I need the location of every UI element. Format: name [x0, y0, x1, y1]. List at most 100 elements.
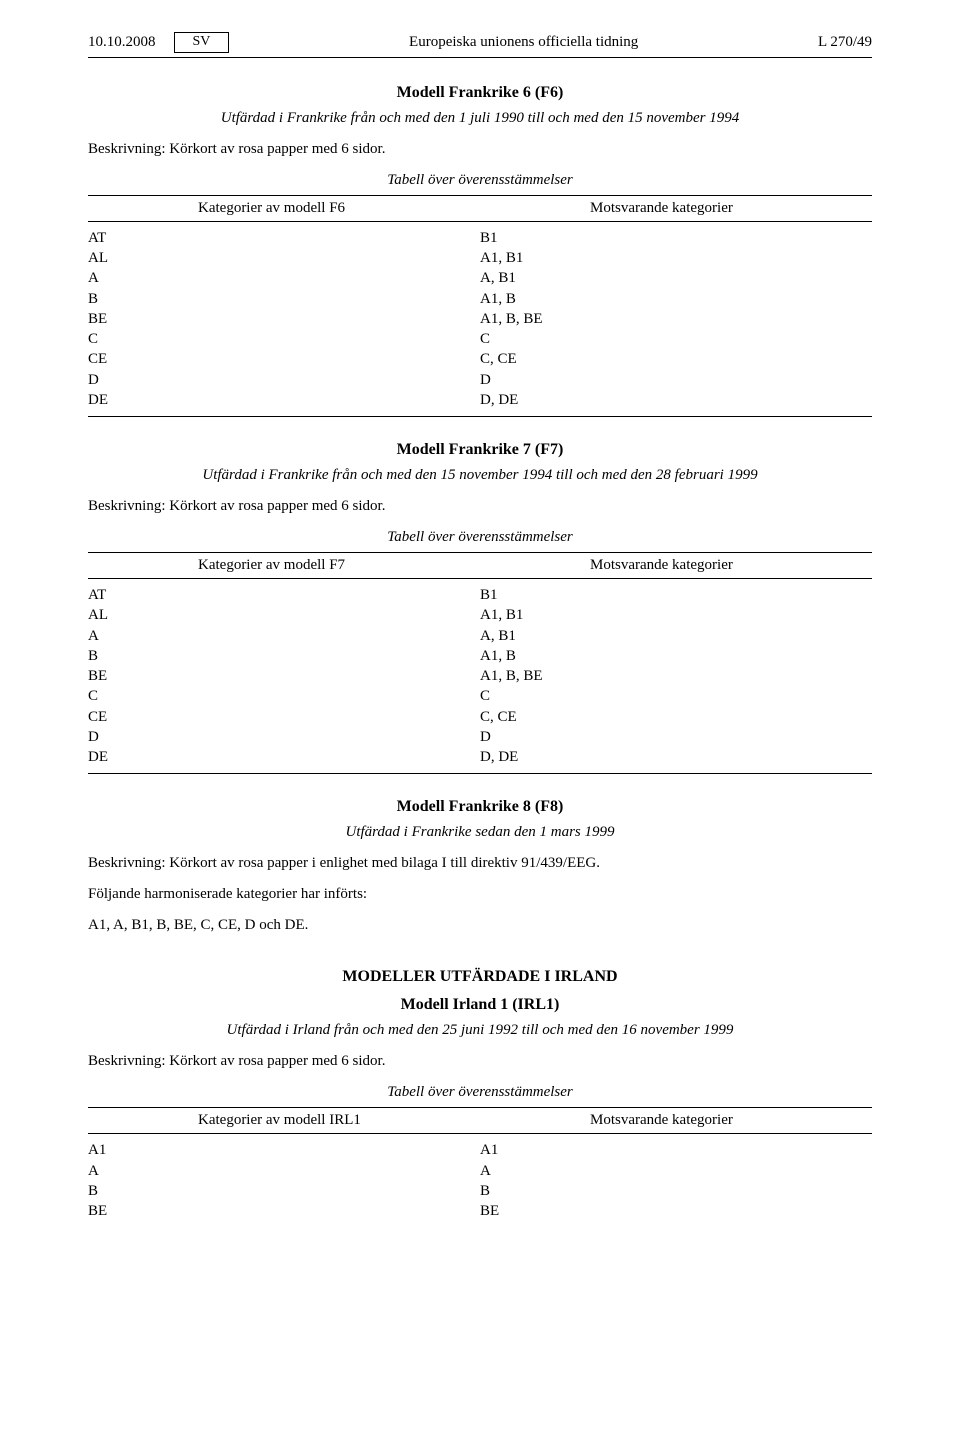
category-cell: AL: [88, 248, 480, 268]
category-cell: A: [88, 1161, 480, 1181]
match-cell: C: [480, 329, 872, 349]
table-row: ALA1, B1: [88, 248, 872, 268]
table-row: BEA1, B, BE: [88, 309, 872, 329]
category-cell: BE: [88, 309, 480, 329]
ireland-description: Beskrivning: Körkort av rosa papper med …: [88, 1053, 872, 1070]
ireland-col2: Motsvarande kategorier: [480, 1108, 872, 1134]
ireland-toc-title: Tabell över överensstämmelser: [88, 1084, 872, 1101]
model-f7-col2: Motsvarande kategorier: [480, 553, 872, 579]
table-row: DED, DE: [88, 747, 872, 774]
category-cell: C: [88, 686, 480, 706]
match-cell: A1, B1: [480, 605, 872, 625]
table-row: ATB1: [88, 221, 872, 248]
model-f8-desc: Beskrivning: Körkort av rosa papper i en…: [88, 855, 872, 872]
table-row: ALA1, B1: [88, 605, 872, 625]
match-cell: B1: [480, 221, 872, 248]
model-f8-title: Modell Frankrike 8 (F8): [88, 798, 872, 816]
ireland-model-subtitle: Utfärdad i Irland från och med den 25 ju…: [88, 1022, 872, 1039]
model-f7-table: Kategorier av modell F7 Motsvarande kate…: [88, 552, 872, 774]
match-cell: A, B1: [480, 268, 872, 288]
category-cell: CE: [88, 349, 480, 369]
category-cell: D: [88, 370, 480, 390]
table-row: DED, DE: [88, 390, 872, 417]
model-f6-toc-title: Tabell över överensstämmelser: [88, 172, 872, 189]
ireland-tbody: A1A1AABBBEBE: [88, 1134, 872, 1228]
model-f7-title: Modell Frankrike 7 (F7): [88, 441, 872, 459]
model-f8-line3: A1, A, B1, B, BE, C, CE, D och DE.: [88, 917, 872, 934]
match-cell: C: [480, 686, 872, 706]
category-cell: C: [88, 329, 480, 349]
category-cell: BE: [88, 1201, 480, 1227]
match-cell: B: [480, 1181, 872, 1201]
match-cell: B1: [480, 579, 872, 606]
category-cell: A1: [88, 1134, 480, 1161]
category-cell: B: [88, 1181, 480, 1201]
header-page-ref: L 270/49: [818, 34, 872, 51]
table-row: ATB1: [88, 579, 872, 606]
category-cell: A: [88, 626, 480, 646]
category-cell: B: [88, 646, 480, 666]
model-f8-line2: Följande harmoniserade kategorier har in…: [88, 886, 872, 903]
model-f6-tbody: ATB1ALA1, B1AA, B1BA1, BBEA1, B, BECCCEC…: [88, 221, 872, 416]
table-row: CEC, CE: [88, 707, 872, 727]
model-f6-description: Beskrivning: Körkort av rosa papper med …: [88, 141, 872, 158]
ireland-heading: MODELLER UTFÄRDADE I IRLAND: [88, 968, 872, 986]
match-cell: C, CE: [480, 707, 872, 727]
category-cell: CE: [88, 707, 480, 727]
table-row: BEA1, B, BE: [88, 666, 872, 686]
match-cell: D: [480, 727, 872, 747]
ireland-col1: Kategorier av modell IRL1: [88, 1108, 480, 1134]
model-f7-subtitle: Utfärdad i Frankrike från och med den 15…: [88, 467, 872, 484]
model-f7-description: Beskrivning: Körkort av rosa papper med …: [88, 498, 872, 515]
model-f6-col1: Kategorier av modell F6: [88, 195, 480, 221]
header-left: 10.10.2008 SV: [88, 32, 229, 53]
category-cell: AT: [88, 221, 480, 248]
table-row: BEBE: [88, 1201, 872, 1227]
match-cell: A1: [480, 1134, 872, 1161]
table-row: AA, B1: [88, 626, 872, 646]
table-row: BB: [88, 1181, 872, 1201]
ireland-table: Kategorier av modell IRL1 Motsvarande ka…: [88, 1107, 872, 1227]
match-cell: D: [480, 370, 872, 390]
table-row: AA, B1: [88, 268, 872, 288]
category-cell: B: [88, 289, 480, 309]
category-cell: AT: [88, 579, 480, 606]
match-cell: A1, B1: [480, 248, 872, 268]
match-cell: D, DE: [480, 747, 872, 774]
category-cell: DE: [88, 390, 480, 417]
match-cell: C, CE: [480, 349, 872, 369]
model-f7-tbody: ATB1ALA1, B1AA, B1BA1, BBEA1, B, BECCCEC…: [88, 579, 872, 774]
table-row: CC: [88, 329, 872, 349]
header-date: 10.10.2008: [88, 34, 156, 51]
category-cell: DE: [88, 747, 480, 774]
header-journal-title: Europeiska unionens officiella tidning: [229, 34, 818, 51]
model-f8-subtitle: Utfärdad i Frankrike sedan den 1 mars 19…: [88, 824, 872, 841]
table-row: CEC, CE: [88, 349, 872, 369]
category-cell: A: [88, 268, 480, 288]
table-row: A1A1: [88, 1134, 872, 1161]
match-cell: A, B1: [480, 626, 872, 646]
match-cell: A1, B: [480, 646, 872, 666]
model-f6-title: Modell Frankrike 6 (F6): [88, 84, 872, 102]
model-f7-col1: Kategorier av modell F7: [88, 553, 480, 579]
model-f6-col2: Motsvarande kategorier: [480, 195, 872, 221]
header-lang-box: SV: [174, 32, 230, 53]
page-header: 10.10.2008 SV Europeiska unionens offici…: [88, 32, 872, 58]
table-row: BA1, B: [88, 289, 872, 309]
page: 10.10.2008 SV Europeiska unionens offici…: [0, 0, 960, 1431]
table-row: DD: [88, 370, 872, 390]
category-cell: BE: [88, 666, 480, 686]
match-cell: A1, B, BE: [480, 666, 872, 686]
table-row: DD: [88, 727, 872, 747]
table-row: CC: [88, 686, 872, 706]
match-cell: BE: [480, 1201, 872, 1227]
category-cell: D: [88, 727, 480, 747]
match-cell: A1, B: [480, 289, 872, 309]
ireland-model-title: Modell Irland 1 (IRL1): [88, 996, 872, 1014]
category-cell: AL: [88, 605, 480, 625]
match-cell: A1, B, BE: [480, 309, 872, 329]
model-f6-subtitle: Utfärdad i Frankrike från och med den 1 …: [88, 110, 872, 127]
model-f6-table: Kategorier av modell F6 Motsvarande kate…: [88, 195, 872, 417]
table-row: BA1, B: [88, 646, 872, 666]
model-f7-toc-title: Tabell över överensstämmelser: [88, 529, 872, 546]
